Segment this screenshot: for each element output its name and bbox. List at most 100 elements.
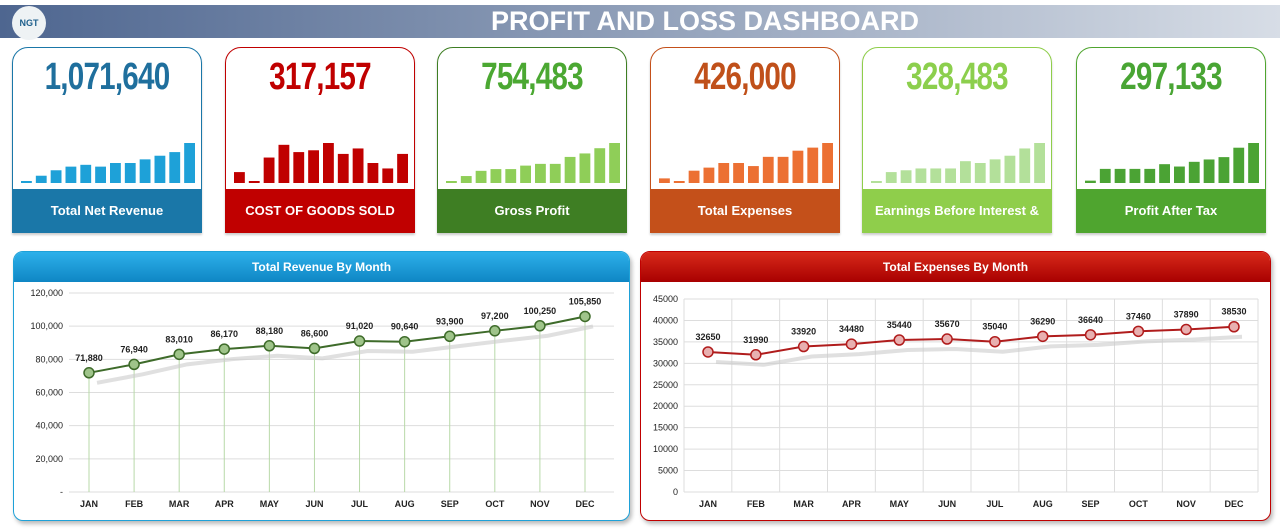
y-tick-label: 120,000: [30, 288, 63, 298]
sparkline-bar: [960, 161, 971, 183]
sparkline-bar: [446, 181, 457, 183]
x-tick-label: DEC: [1224, 499, 1244, 509]
data-point: [941, 333, 953, 345]
data-point: [173, 348, 185, 361]
expenses-chart-panel: Total Expenses By Month 0 5000 10000 15000 2…: [640, 251, 1271, 521]
data-label: 35040: [982, 322, 1007, 332]
sparkline-bar: [885, 172, 897, 183]
data-point: [702, 346, 714, 358]
sparkline-bar: [50, 170, 62, 183]
sparkline-bar: [184, 143, 195, 183]
y-tick-label: 30000: [653, 358, 678, 368]
y-tick-label: -: [60, 487, 63, 497]
data-point: [128, 358, 140, 371]
data-point: [308, 342, 321, 355]
x-tick-label: APR: [842, 499, 862, 509]
sparkline-bar: [579, 153, 591, 183]
sparkline-bar: [505, 169, 517, 183]
data-label: 88,180: [256, 326, 284, 336]
x-tick-label: JAN: [80, 499, 98, 509]
sparkline-bar: [1188, 161, 1200, 183]
data-point: [443, 330, 456, 343]
y-tick-label: 45000: [653, 294, 678, 304]
data-label: 100,250: [524, 306, 557, 316]
x-tick-label: MAY: [260, 499, 279, 509]
sparkline-bar: [520, 165, 531, 183]
sparkline-bar: [1203, 159, 1215, 183]
kpi-label: Gross Profit: [438, 189, 626, 232]
sparkline-bar: [490, 169, 502, 183]
y-tick-label: 100,000: [30, 321, 63, 331]
sparkline-bar: [1004, 155, 1016, 183]
sparkline-bar: [124, 163, 136, 183]
x-tick-label: MAR: [793, 499, 814, 509]
data-label: 93,900: [436, 316, 464, 326]
kpi-card: 328,483 Earnings Before Interest &: [862, 47, 1052, 233]
data-label: 105,850: [569, 296, 602, 306]
sparkline-bar: [382, 168, 394, 183]
sparkline-bar: [945, 168, 956, 183]
data-label: 38530: [1221, 307, 1246, 317]
data-point: [534, 320, 546, 332]
page-title: PROFIT AND LOSS DASHBOARD: [490, 6, 919, 36]
kpi-card: 317,157 COST OF GOODS SOLD: [225, 47, 415, 233]
sparkline-bar: [475, 170, 487, 183]
sparkline-bar: [293, 152, 305, 183]
sparkline-bar: [989, 159, 1001, 183]
data-label: 90,640: [391, 322, 419, 332]
sparkline-chart: [871, 143, 1045, 183]
x-tick-label: SEP: [441, 499, 459, 509]
kpi-card: 426,000 Total Expenses: [650, 47, 840, 233]
x-tick-label: AUG: [1033, 499, 1053, 509]
sparkline-bar: [1085, 180, 1096, 183]
y-tick-label: 60,000: [35, 388, 63, 398]
sparkline-bar: [673, 181, 685, 183]
revenue-chart-title: Total Revenue By Month: [14, 252, 629, 282]
data-point: [893, 334, 906, 346]
sparkline-bar: [35, 175, 47, 183]
sparkline-bar: [139, 159, 151, 183]
kpi-value: 297,133: [1120, 56, 1222, 98]
sparkline-bar: [748, 166, 759, 183]
y-tick-label: 10000: [653, 444, 678, 454]
sparkline-bar: [278, 144, 290, 183]
sparkline-bar: [703, 167, 715, 183]
data-label: 37890: [1174, 309, 1199, 319]
data-label: 34480: [839, 324, 864, 334]
x-tick-label: MAY: [890, 499, 909, 509]
kpi-card: 297,133 Profit After Tax: [1076, 47, 1266, 233]
data-point: [353, 335, 366, 347]
data-point: [83, 367, 95, 379]
sparkline-bar: [535, 163, 546, 183]
sparkline-bar: [900, 170, 912, 183]
x-tick-label: DEC: [575, 499, 595, 509]
kpi-value: 426,000: [694, 56, 796, 98]
revenue-line-chart: - 20,000 40,000 60,000 80,000 100,000 120,000 J…: [30, 288, 614, 509]
expenses-line-chart: 0 5000 10000 15000 20000 25000 30000 35000 40000…: [653, 294, 1259, 509]
data-point: [1084, 329, 1097, 341]
sparkline-bar: [1019, 148, 1031, 183]
sparkline-bar: [1099, 168, 1111, 183]
sparkline-chart: [21, 143, 195, 183]
x-tick-label: FEB: [747, 499, 766, 509]
sparkline-bar: [930, 168, 942, 183]
sparkline-chart: [659, 143, 833, 183]
series-shadow: [96, 324, 594, 385]
x-tick-label: JUL: [351, 499, 369, 509]
data-label: 36640: [1078, 315, 1103, 325]
kpi-value: 328,483: [906, 56, 1008, 98]
y-tick-label: 80,000: [35, 354, 63, 364]
data-point: [1132, 325, 1145, 338]
data-label: 37460: [1126, 311, 1151, 321]
sparkline-bar: [594, 148, 606, 183]
sparkline-chart: [234, 143, 408, 183]
y-tick-label: 0: [673, 487, 678, 497]
sparkline-bar: [337, 153, 349, 183]
kpi-label: Total Net Revenue: [13, 189, 201, 232]
sparkline-bar: [733, 163, 744, 183]
data-label: 83,010: [165, 334, 193, 344]
y-tick-label: 40,000: [35, 421, 63, 431]
sparkline-bar: [974, 163, 986, 183]
data-point: [750, 349, 762, 361]
sparkline-bar: [792, 150, 804, 183]
